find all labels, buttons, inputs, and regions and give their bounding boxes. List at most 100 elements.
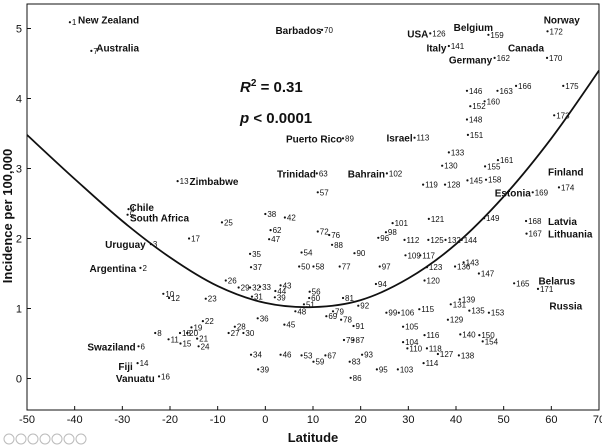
data-point-label: 173: [556, 111, 570, 120]
data-point: [425, 266, 429, 269]
data-point: [249, 353, 253, 356]
data-point: [443, 183, 447, 186]
toolbar-icon-5[interactable]: [51, 433, 63, 445]
data-point-label: 118: [429, 344, 442, 353]
toolbar-icon-1[interactable]: [3, 433, 15, 445]
data-point-label: 116: [427, 331, 440, 340]
data-point-label: 125: [430, 236, 444, 245]
data-point: [422, 362, 425, 365]
data-point: [422, 183, 425, 186]
toolbar-icon-4[interactable]: [39, 433, 51, 445]
data-point-label: 90: [356, 249, 365, 258]
data-point-label: 70: [324, 26, 333, 35]
data-point-label: 29: [241, 284, 250, 293]
data-point: [546, 30, 549, 33]
data-point-label: 62: [273, 226, 282, 235]
toolbar-icon-3[interactable]: [27, 433, 39, 445]
data-point-label: 60: [311, 294, 320, 303]
toolbar-icon-6[interactable]: [63, 433, 75, 445]
data-point-label: 99: [388, 309, 397, 318]
data-point: [352, 324, 355, 328]
data-point: [553, 114, 556, 117]
data-point-label: 72: [320, 228, 329, 237]
country-label: Belarus: [538, 277, 575, 288]
data-point-label: 7: [93, 47, 98, 56]
data-point: [312, 360, 315, 363]
x-tick-label: -30: [114, 414, 130, 426]
data-point-label: 10: [165, 290, 174, 299]
data-point: [328, 233, 331, 237]
data-point: [484, 178, 488, 181]
data-point-label: 56: [312, 288, 321, 297]
data-point: [419, 254, 422, 257]
data-point-label: 46: [283, 351, 292, 360]
data-point-label: 123: [429, 263, 443, 272]
data-point-label: 167: [529, 230, 543, 239]
data-point: [154, 331, 157, 335]
data-point: [536, 287, 540, 290]
data-point: [338, 265, 341, 268]
country-label: New Zealand: [78, 15, 139, 26]
x-tick-label: 60: [545, 414, 557, 426]
data-point: [242, 331, 245, 335]
data-point-label: 127: [440, 350, 454, 359]
data-point: [204, 297, 207, 300]
country-label: Italy: [426, 43, 446, 54]
data-point: [330, 243, 334, 246]
data-point-label: 105: [405, 323, 419, 332]
country-label: Bahrain: [348, 169, 385, 180]
data-point-label: 19: [193, 323, 202, 332]
data-point-label: 150: [481, 331, 495, 340]
image-toolbar[interactable]: [3, 433, 87, 445]
toolbar-icon-7[interactable]: [75, 433, 87, 445]
fit-curve: [26, 69, 600, 309]
data-point-label: 148: [469, 116, 483, 125]
data-point: [483, 165, 487, 168]
data-point-label: 5: [130, 211, 135, 220]
data-point: [258, 285, 262, 288]
data-point-label: 152: [472, 102, 486, 111]
data-point: [176, 180, 179, 183]
data-point-label: 104: [405, 338, 419, 347]
data-point: [190, 326, 193, 329]
country-label: Norway: [544, 15, 581, 26]
data-point: [483, 100, 486, 103]
data-point: [127, 208, 130, 211]
data-point: [324, 354, 327, 357]
data-point-label: 3: [153, 240, 158, 249]
data-point: [273, 296, 276, 299]
data-point: [264, 212, 267, 216]
data-point: [248, 252, 252, 255]
data-point-label: 39: [277, 293, 286, 302]
country-label: Germany: [449, 55, 493, 66]
y-tick-label: 5: [16, 24, 22, 36]
x-axis-title: Latitude: [288, 430, 339, 445]
data-point-label: 51: [306, 300, 315, 309]
data-point-label: 48: [297, 307, 306, 316]
data-point-label: 76: [331, 231, 340, 240]
data-point: [469, 105, 472, 108]
data-point: [403, 238, 406, 241]
data-point: [256, 317, 259, 320]
data-point: [302, 303, 306, 306]
data-point: [360, 353, 364, 356]
country-label: South Africa: [130, 214, 190, 225]
data-point: [300, 251, 303, 254]
data-point: [436, 352, 439, 356]
data-point-label: 86: [353, 374, 362, 383]
data-point: [427, 238, 430, 241]
data-point-label: 88: [334, 241, 343, 250]
data-point-label: 14: [140, 359, 149, 368]
data-point-label: 87: [356, 336, 365, 345]
data-point: [201, 320, 204, 323]
data-point: [458, 298, 461, 301]
data-point-label: 141: [451, 42, 465, 51]
toolbar-icon-2[interactable]: [15, 433, 27, 445]
country-label: Fiji: [118, 362, 133, 373]
data-point: [525, 232, 528, 235]
country-label: Swaziland: [87, 342, 135, 353]
data-point-label: 91: [356, 322, 365, 331]
data-point: [257, 368, 260, 371]
